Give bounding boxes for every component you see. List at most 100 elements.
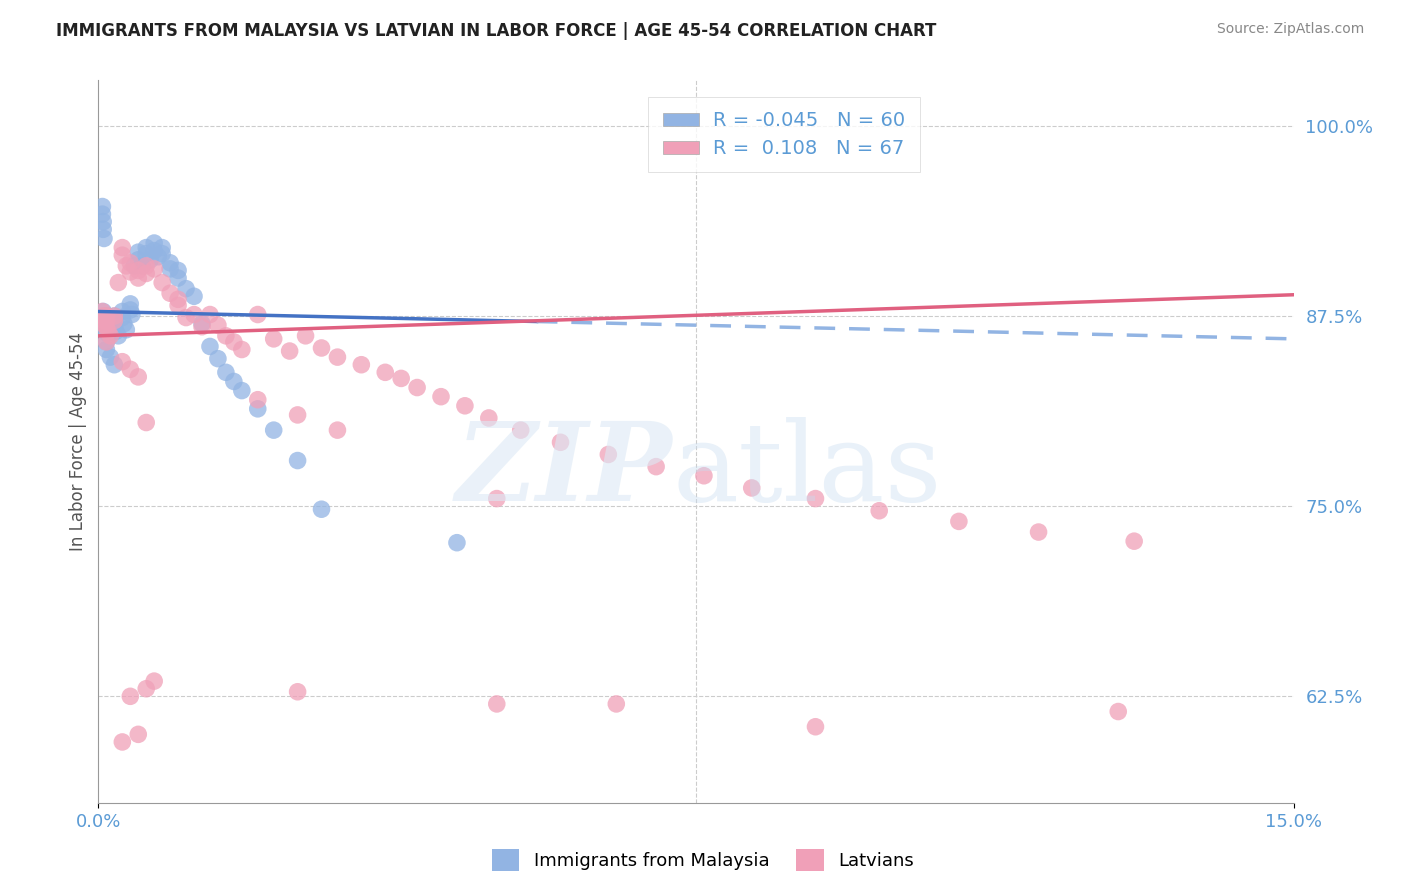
Point xyxy=(446,535,468,549)
Point xyxy=(167,298,190,312)
Point xyxy=(96,321,118,335)
Point xyxy=(103,313,125,327)
Point xyxy=(509,423,531,437)
Point xyxy=(231,384,253,398)
Point xyxy=(91,207,114,221)
Point xyxy=(96,343,118,357)
Point xyxy=(143,674,166,689)
Point xyxy=(246,308,269,322)
Point xyxy=(598,447,620,461)
Point xyxy=(948,515,970,529)
Point xyxy=(326,350,349,364)
Point xyxy=(127,245,149,260)
Point xyxy=(263,423,285,437)
Point xyxy=(91,215,114,229)
Point xyxy=(215,365,238,379)
Point xyxy=(135,241,157,255)
Text: Source: ZipAtlas.com: Source: ZipAtlas.com xyxy=(1216,22,1364,37)
Point xyxy=(485,491,508,506)
Point xyxy=(103,358,125,372)
Point xyxy=(93,313,115,327)
Point xyxy=(96,334,118,349)
Point xyxy=(103,309,125,323)
Point xyxy=(91,222,114,236)
Point xyxy=(111,354,134,368)
Point xyxy=(174,310,197,325)
Point xyxy=(454,399,477,413)
Point xyxy=(97,324,120,338)
Point xyxy=(804,720,827,734)
Point xyxy=(231,343,253,357)
Point xyxy=(198,339,221,353)
Point xyxy=(97,313,120,327)
Point xyxy=(167,271,190,285)
Point xyxy=(115,323,138,337)
Point xyxy=(91,200,114,214)
Point xyxy=(406,380,429,394)
Point xyxy=(107,328,129,343)
Point xyxy=(135,416,157,430)
Point xyxy=(287,685,309,699)
Text: ZIP: ZIP xyxy=(456,417,672,524)
Point xyxy=(96,317,118,331)
Point xyxy=(143,261,166,276)
Point xyxy=(94,313,117,327)
Point xyxy=(478,411,501,425)
Point xyxy=(143,244,166,258)
Point xyxy=(246,401,269,416)
Point xyxy=(741,481,763,495)
Point xyxy=(550,435,572,450)
Point xyxy=(121,308,143,322)
Point xyxy=(96,334,118,349)
Point xyxy=(98,324,122,338)
Point xyxy=(159,261,181,276)
Point xyxy=(135,681,157,696)
Point xyxy=(124,259,146,273)
Point xyxy=(159,286,181,301)
Point xyxy=(485,697,508,711)
Point xyxy=(1123,534,1146,549)
Point xyxy=(191,317,214,331)
Point xyxy=(96,313,118,327)
Point xyxy=(93,231,115,245)
Point xyxy=(135,246,157,260)
Point xyxy=(96,319,118,334)
Point xyxy=(191,319,214,334)
Point xyxy=(215,328,238,343)
Point xyxy=(93,309,115,323)
Point xyxy=(107,276,129,290)
Point xyxy=(97,309,120,323)
Point xyxy=(159,256,181,270)
Point xyxy=(148,250,170,264)
Point xyxy=(91,304,114,318)
Point xyxy=(246,392,269,407)
Point xyxy=(111,310,134,325)
Point xyxy=(131,259,153,273)
Point xyxy=(120,362,142,376)
Point xyxy=(868,504,890,518)
Point xyxy=(645,459,668,474)
Point xyxy=(287,408,309,422)
Point xyxy=(693,468,716,483)
Point xyxy=(127,252,149,267)
Text: IMMIGRANTS FROM MALAYSIA VS LATVIAN IN LABOR FORCE | AGE 45-54 CORRELATION CHART: IMMIGRANTS FROM MALAYSIA VS LATVIAN IN L… xyxy=(56,22,936,40)
Point xyxy=(1107,705,1129,719)
Point xyxy=(167,263,190,277)
Point xyxy=(183,289,205,303)
Point xyxy=(150,246,173,260)
Point xyxy=(127,263,149,277)
Point xyxy=(135,259,157,273)
Point xyxy=(139,252,162,267)
Point xyxy=(183,308,205,322)
Point xyxy=(350,358,373,372)
Point xyxy=(96,309,118,323)
Legend: R = -0.045   N = 60, R =  0.108   N = 67: R = -0.045 N = 60, R = 0.108 N = 67 xyxy=(648,96,920,172)
Point xyxy=(804,491,827,506)
Point xyxy=(135,267,157,281)
Point xyxy=(207,318,229,333)
Point xyxy=(127,271,149,285)
Point xyxy=(605,697,627,711)
Point xyxy=(389,371,412,385)
Point xyxy=(294,328,316,343)
Point xyxy=(120,690,142,704)
